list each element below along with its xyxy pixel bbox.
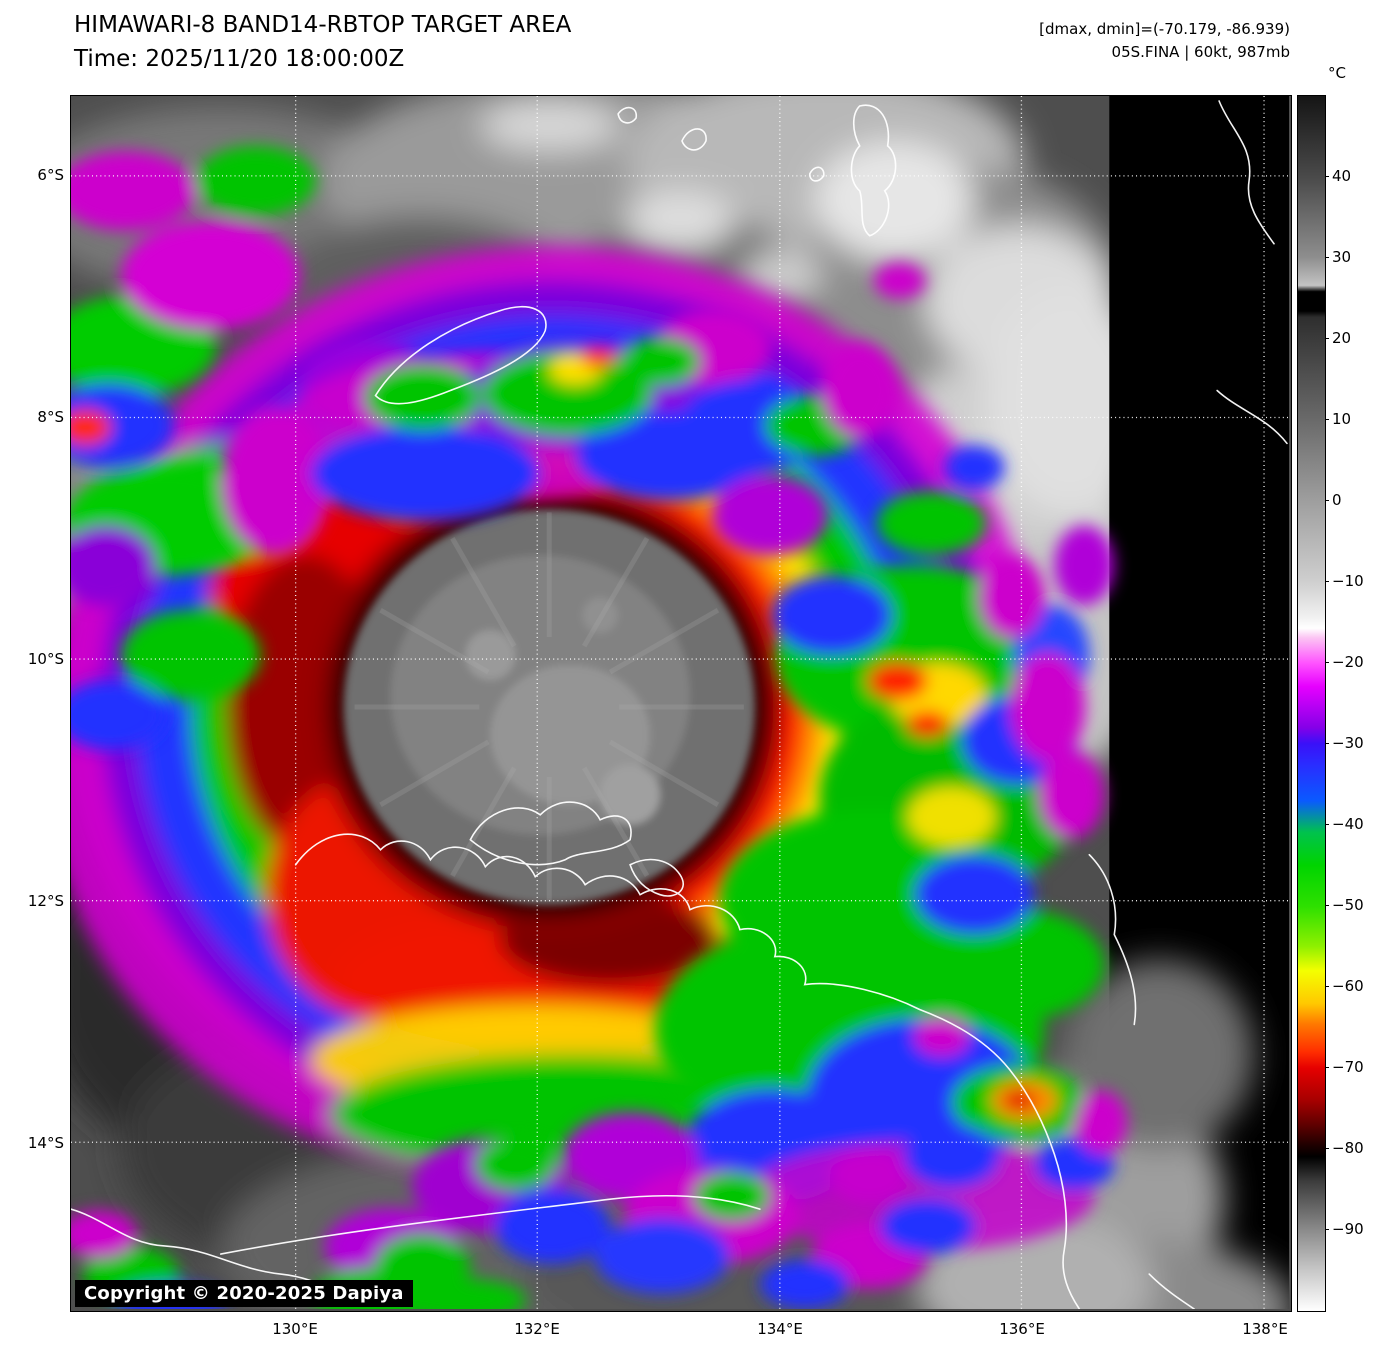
graticule bbox=[71, 96, 1289, 1309]
header-readouts: [dmax, dmin]=(-70.179, -86.939) 05S.FINA… bbox=[1039, 18, 1290, 63]
colorbar-tick-m30: −30 bbox=[1325, 734, 1364, 752]
colorbar-tick-30: 30 bbox=[1324, 248, 1352, 266]
temperature-colorbar bbox=[1297, 95, 1326, 1312]
lat-label-6s: 6°S bbox=[37, 166, 64, 184]
cyclone-cdo-core bbox=[343, 509, 755, 905]
lon-label-130e: 130°E bbox=[272, 1320, 318, 1338]
page-title: HIMAWARI-8 BAND14-RBTOP TARGET AREA bbox=[74, 12, 572, 38]
lon-label-134e: 134°E bbox=[757, 1320, 803, 1338]
lon-label-132e: 132°E bbox=[514, 1320, 560, 1338]
storm-info: 05S.FINA | 60kt, 987mb bbox=[1111, 42, 1290, 61]
lat-label-10s: 10°S bbox=[27, 650, 64, 668]
dmax-dmin-readout: [dmax, dmin]=(-70.179, -86.939) bbox=[1039, 20, 1290, 38]
copyright-badge: Copyright © 2020-2025 Dapiya bbox=[75, 1280, 413, 1307]
colorbar-tick-m80: −80 bbox=[1325, 1139, 1364, 1157]
colorbar-tick-m20: −20 bbox=[1325, 653, 1364, 671]
colorbar-tick-0: 0 bbox=[1325, 491, 1342, 509]
colorbar-tick-m50: −50 bbox=[1325, 896, 1364, 914]
colorbar-tick-20: 20 bbox=[1324, 329, 1352, 347]
satellite-scene bbox=[71, 96, 1289, 1309]
timestamp: Time: 2025/11/20 18:00:00Z bbox=[74, 46, 405, 72]
colorbar-tick-m60: −60 bbox=[1325, 977, 1364, 995]
lat-label-12s: 12°S bbox=[27, 892, 64, 910]
colorbar-tick-m70: −70 bbox=[1325, 1058, 1364, 1076]
lon-label-138e: 138°E bbox=[1242, 1320, 1288, 1338]
colorbar-tick-m40: −40 bbox=[1325, 815, 1364, 833]
lon-label-136e: 136°E bbox=[999, 1320, 1045, 1338]
convective-color-patches bbox=[71, 145, 1128, 1309]
colorbar-tick-40: 40 bbox=[1324, 167, 1352, 185]
lat-label-8s: 8°S bbox=[37, 408, 64, 426]
satellite-map: Copyright © 2020-2025 Dapiya bbox=[70, 95, 1292, 1312]
lat-label-14s: 14°S bbox=[27, 1134, 64, 1152]
colorbar-unit: °C bbox=[1328, 64, 1346, 82]
colorbar-tick-m90: −90 bbox=[1325, 1220, 1364, 1238]
colorbar-tick-10: 10 bbox=[1324, 410, 1352, 428]
colorbar-tick-m10: −10 bbox=[1325, 572, 1364, 590]
